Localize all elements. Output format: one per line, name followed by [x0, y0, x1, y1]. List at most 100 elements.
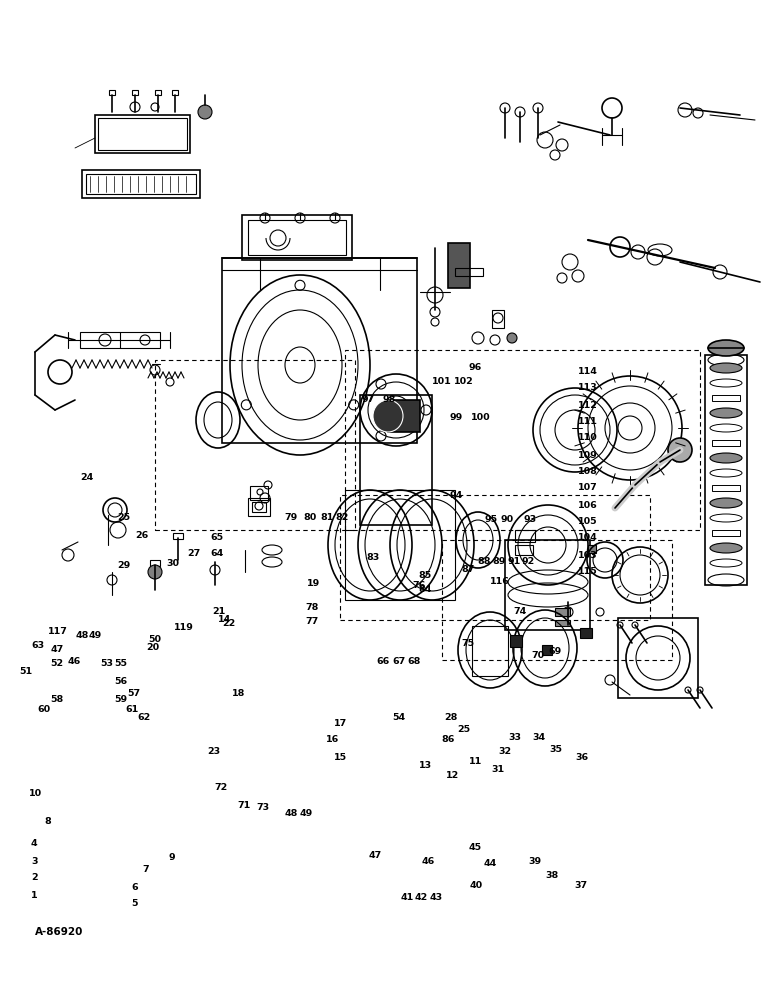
Text: 48: 48	[76, 631, 89, 640]
Text: 107: 107	[577, 484, 598, 492]
Bar	[340, 495, 650, 620]
Circle shape	[148, 565, 162, 579]
Text: 39: 39	[529, 856, 542, 865]
Bar	[98, 118, 187, 150]
Text: 116: 116	[490, 578, 510, 586]
Text: 111: 111	[577, 418, 598, 426]
Text: 59: 59	[114, 696, 127, 704]
Text: 29: 29	[117, 560, 130, 570]
Text: 109: 109	[577, 450, 598, 460]
Bar	[442, 540, 672, 660]
Text: 64: 64	[210, 548, 223, 558]
Text: 65: 65	[210, 532, 223, 542]
Text: 55: 55	[114, 658, 127, 668]
Text: 54: 54	[392, 714, 405, 722]
Circle shape	[668, 438, 692, 462]
Bar	[248, 220, 346, 255]
Text: 2: 2	[31, 874, 38, 882]
Text: 78: 78	[305, 602, 318, 611]
Text: 17: 17	[334, 718, 347, 728]
Text: 98: 98	[382, 395, 395, 404]
Text: 49: 49	[300, 808, 313, 818]
Ellipse shape	[708, 340, 744, 356]
Text: 85: 85	[418, 570, 432, 580]
Text: 70: 70	[531, 650, 544, 660]
Text: 97: 97	[361, 395, 374, 404]
Text: 108: 108	[577, 468, 598, 477]
Text: 36: 36	[575, 754, 588, 762]
Text: 41: 41	[401, 892, 414, 902]
Text: 47: 47	[50, 646, 63, 654]
Text: 4: 4	[31, 838, 38, 848]
Text: 60: 60	[37, 706, 50, 714]
Text: 91: 91	[508, 558, 521, 566]
Text: 32: 32	[498, 748, 511, 756]
Text: 51: 51	[19, 668, 32, 676]
Text: 31: 31	[491, 766, 504, 774]
Text: 50: 50	[148, 636, 161, 645]
Text: 119: 119	[174, 624, 194, 633]
Text: 9: 9	[168, 854, 175, 862]
Text: 5: 5	[131, 900, 137, 908]
Text: 115: 115	[577, 568, 598, 576]
Text: 15: 15	[334, 752, 347, 762]
Text: 14: 14	[218, 615, 231, 624]
Bar	[86, 174, 196, 194]
Bar	[555, 608, 570, 616]
Text: 43: 43	[429, 892, 442, 902]
Text: 81: 81	[320, 514, 334, 522]
Text: 117: 117	[48, 628, 68, 637]
Bar	[360, 395, 432, 525]
Bar	[712, 485, 740, 491]
Text: 101: 101	[432, 377, 452, 386]
Text: 13: 13	[419, 762, 432, 770]
Text: 86: 86	[442, 736, 455, 744]
Ellipse shape	[710, 363, 742, 373]
Bar	[388, 400, 420, 432]
Text: 21: 21	[212, 607, 225, 616]
Bar	[222, 258, 417, 443]
Text: 45: 45	[469, 844, 482, 852]
Bar	[132, 90, 138, 95]
Text: 82: 82	[336, 514, 349, 522]
Text: 22: 22	[222, 619, 235, 629]
Text: 92: 92	[521, 558, 534, 566]
Text: 53: 53	[100, 658, 113, 668]
Bar	[455, 268, 483, 276]
Text: 25: 25	[457, 726, 470, 734]
Bar	[250, 486, 268, 500]
Bar	[242, 215, 352, 260]
Text: 89: 89	[493, 558, 506, 566]
Text: 3: 3	[31, 856, 37, 865]
Text: 95: 95	[485, 516, 498, 524]
Text: 83: 83	[367, 554, 380, 562]
Bar	[252, 502, 266, 512]
Bar	[492, 310, 504, 328]
Text: 47: 47	[368, 850, 381, 859]
Text: 72: 72	[215, 782, 228, 792]
Bar	[448, 243, 470, 288]
Circle shape	[507, 333, 517, 343]
Text: 113: 113	[577, 383, 598, 392]
Text: 52: 52	[50, 658, 63, 668]
Text: 114: 114	[577, 367, 598, 376]
Text: 79: 79	[284, 514, 297, 522]
Text: 1: 1	[31, 890, 38, 900]
Ellipse shape	[373, 400, 403, 432]
Text: 103: 103	[577, 550, 597, 560]
Ellipse shape	[710, 498, 742, 508]
Text: 28: 28	[444, 714, 457, 722]
Text: 33: 33	[508, 732, 521, 742]
Text: 48: 48	[284, 808, 297, 818]
Text: 69: 69	[548, 648, 561, 656]
Text: 46: 46	[68, 658, 81, 666]
Text: 58: 58	[50, 696, 63, 704]
Bar	[542, 645, 552, 655]
Text: 34: 34	[533, 732, 546, 742]
Bar	[515, 530, 535, 542]
Ellipse shape	[710, 543, 742, 553]
Bar	[82, 170, 200, 198]
Text: 27: 27	[188, 548, 201, 558]
Bar	[515, 545, 533, 555]
Text: 25: 25	[117, 514, 130, 522]
